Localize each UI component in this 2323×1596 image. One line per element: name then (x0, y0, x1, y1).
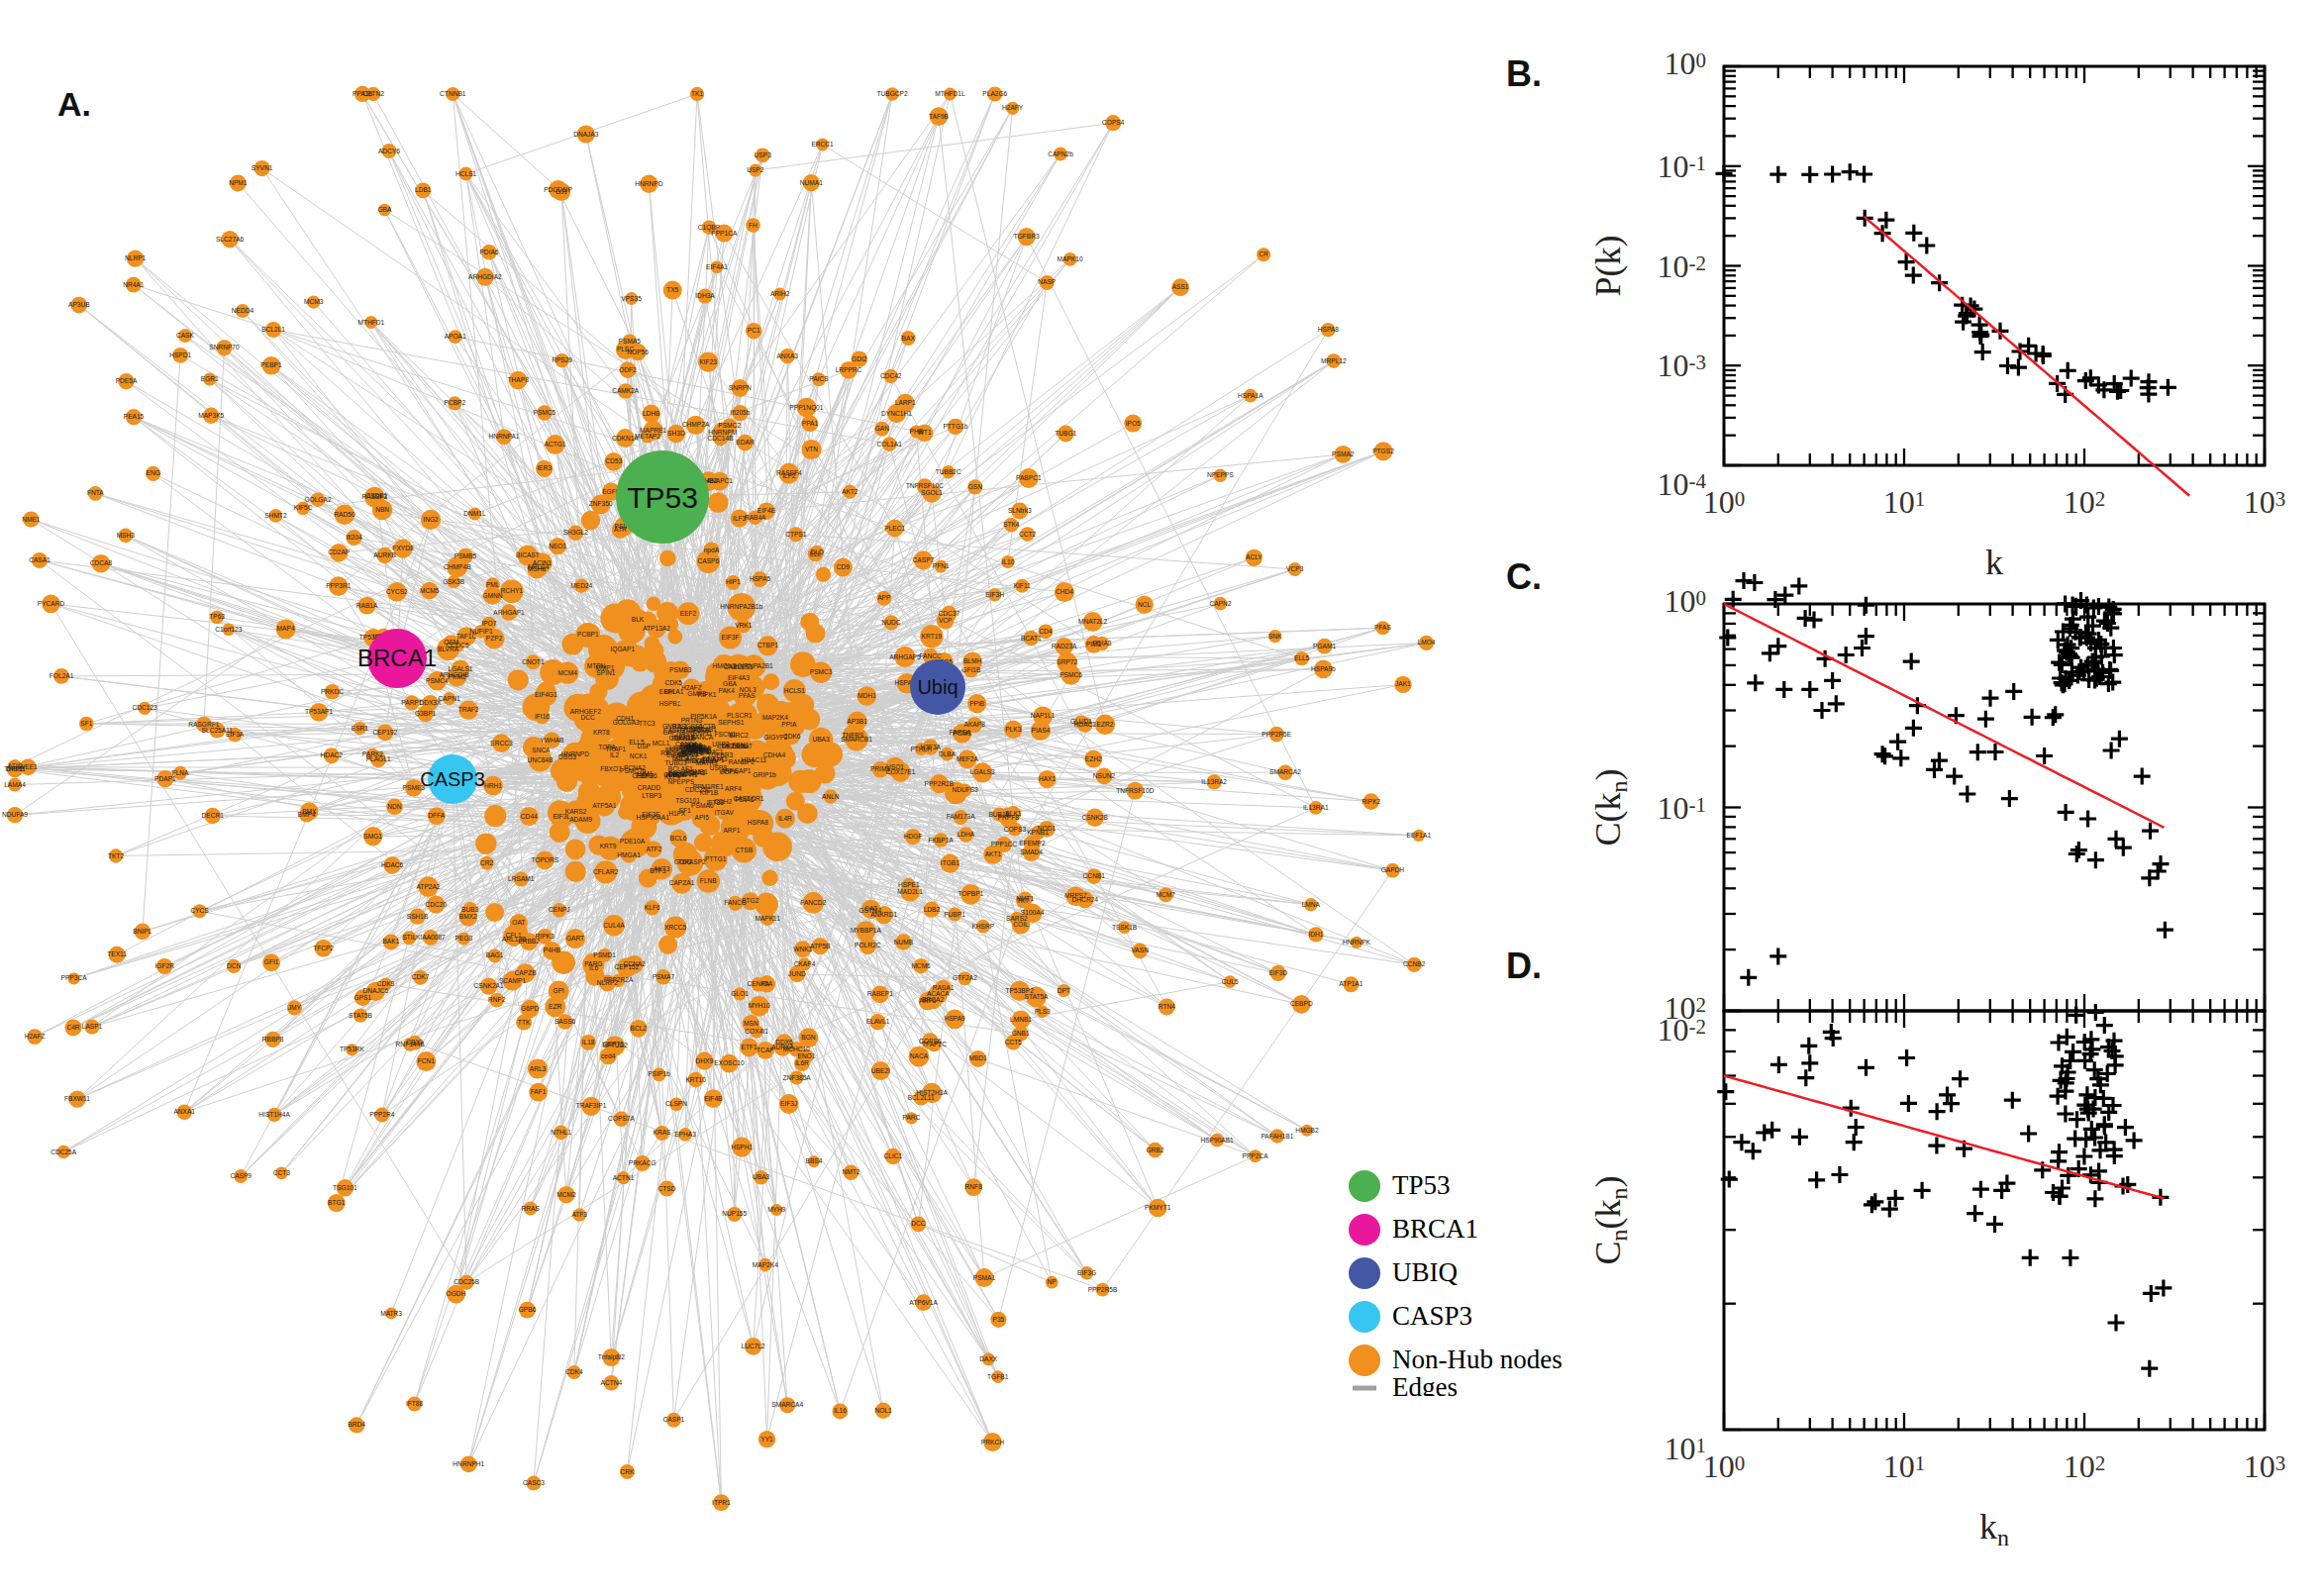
svg-text:102: 102 (2064, 1448, 2106, 1484)
svg-text:10-3: 10-3 (1658, 348, 1707, 383)
svg-text:B.: B. (1506, 53, 1542, 94)
svg-text:C(kn): C(kn) (1588, 769, 1632, 847)
svg-text:100: 100 (1665, 46, 1707, 81)
svg-text:10-1: 10-1 (1658, 790, 1707, 826)
svg-text:D.: D. (1506, 946, 1542, 986)
svg-text:100: 100 (1703, 1448, 1746, 1484)
svg-text:10-2: 10-2 (1658, 249, 1707, 284)
svg-text:10-1: 10-1 (1658, 149, 1707, 184)
svg-text:C.: C. (1506, 556, 1542, 597)
svg-text:k: k (1985, 543, 2003, 582)
svg-text:101: 101 (1883, 484, 1926, 520)
svg-text:103: 103 (2244, 1448, 2286, 1484)
svg-text:100: 100 (1665, 583, 1707, 619)
svg-text:Cn(kn): Cn(kn) (1588, 1175, 1632, 1264)
svg-text:103: 103 (2244, 484, 2286, 520)
svg-text:101: 101 (1883, 1448, 1926, 1484)
svg-text:100: 100 (1703, 484, 1746, 520)
svg-text:kn: kn (1979, 1507, 2009, 1550)
svg-text:101: 101 (1665, 1431, 1707, 1466)
svg-text:10-4: 10-4 (1658, 466, 1707, 502)
svg-text:P(k): P(k) (1588, 236, 1628, 297)
svg-text:102: 102 (2064, 484, 2106, 520)
